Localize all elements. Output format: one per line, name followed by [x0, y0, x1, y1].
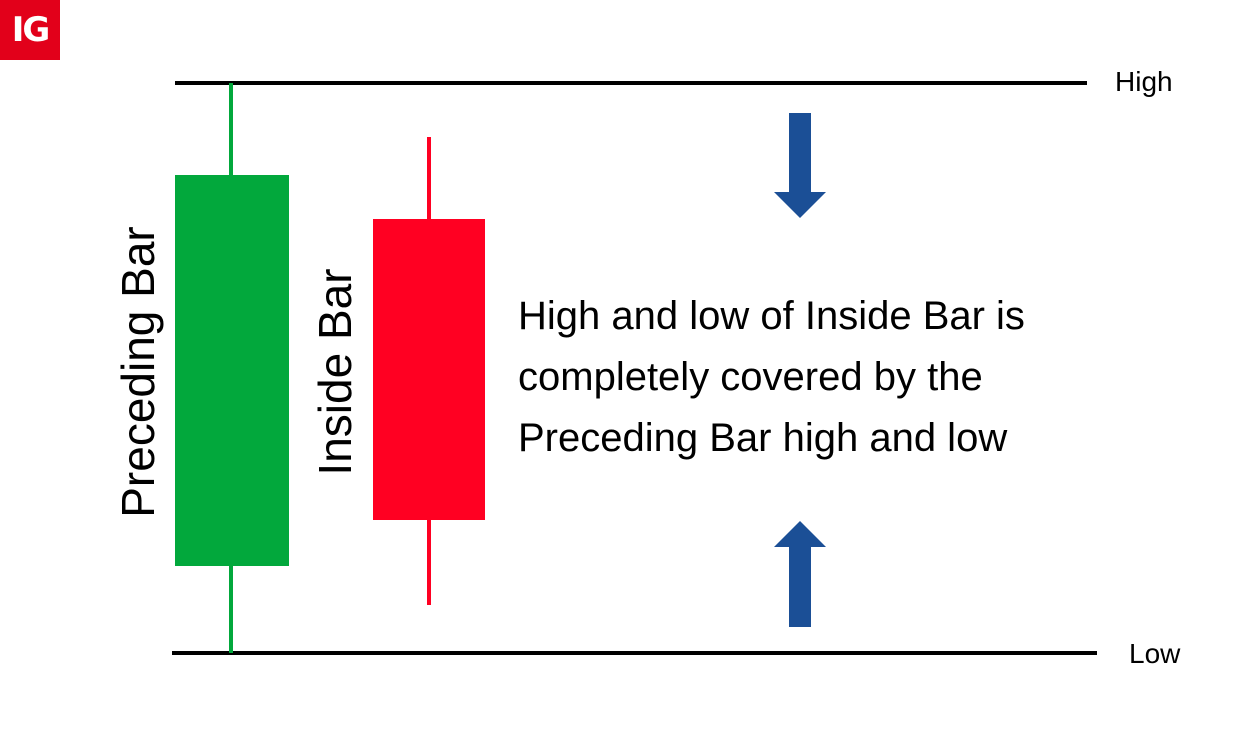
inside-bar-label: Inside Bar: [309, 268, 361, 476]
ig-logo: IG: [0, 0, 60, 60]
caption-line: completely covered by the: [518, 355, 983, 399]
preceding-bar-label: Preceding Bar: [112, 226, 164, 518]
low-label: Low: [1129, 638, 1181, 669]
caption-line: Preceding Bar high and low: [518, 416, 1008, 460]
preceding-body: [175, 175, 289, 566]
inside-candle: [373, 137, 485, 605]
explanation-caption: High and low of Inside Bar is completely…: [518, 286, 1118, 469]
down-arrow-icon: [774, 113, 826, 218]
high-label: High: [1115, 66, 1173, 97]
inside-body: [373, 219, 485, 520]
preceding-candle: [175, 83, 289, 653]
caption-line: High and low of Inside Bar is: [518, 294, 1025, 338]
up-arrow-icon: [774, 521, 826, 627]
